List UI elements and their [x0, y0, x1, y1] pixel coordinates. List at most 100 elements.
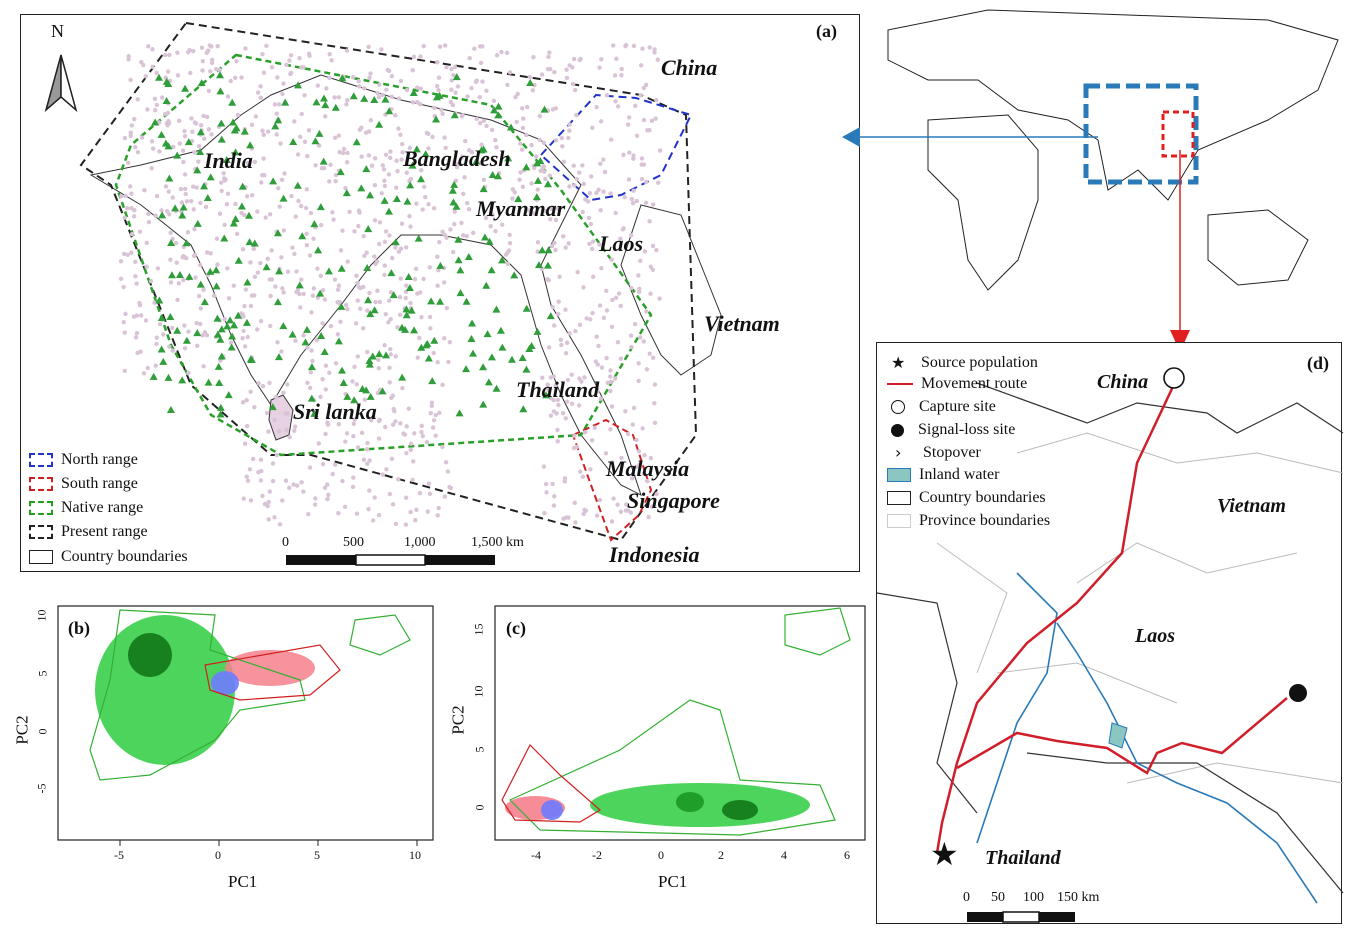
- present-point: [244, 397, 249, 403]
- present-point: [389, 73, 395, 79]
- present-point: [344, 48, 350, 53]
- native-point: [468, 319, 477, 327]
- present-point: [380, 92, 385, 98]
- present-point: [248, 303, 254, 309]
- present-point: [177, 141, 182, 146]
- c-xtick-2: -2: [592, 848, 602, 862]
- label-bangladesh: Bangladesh: [403, 146, 511, 171]
- legend-country-boundaries-d: Country boundaries: [887, 489, 1046, 507]
- native-point: [279, 194, 288, 202]
- present-point: [382, 178, 387, 183]
- present-point: [533, 154, 539, 159]
- native-point: [224, 391, 233, 399]
- panel-c-label: (c): [506, 618, 526, 638]
- present-point: [305, 154, 310, 159]
- present-point: [594, 190, 599, 196]
- native-point: [389, 291, 398, 299]
- native-point: [295, 281, 304, 289]
- present-point: [296, 198, 301, 204]
- native-point: [472, 157, 481, 165]
- native-point: [424, 354, 433, 362]
- present-point: [639, 156, 645, 161]
- present-point: [125, 252, 130, 258]
- present-point: [198, 262, 203, 268]
- native-point: [482, 281, 491, 289]
- present-point: [564, 67, 569, 72]
- present-point: [404, 170, 410, 176]
- present-point: [437, 44, 443, 49]
- native-point: [229, 118, 238, 126]
- native-point: [273, 298, 282, 306]
- present-point: [179, 200, 185, 205]
- present-point: [292, 251, 297, 257]
- present-point: [209, 44, 214, 49]
- present-point: [474, 78, 479, 83]
- present-point: [452, 159, 457, 165]
- present-point: [221, 171, 226, 176]
- present-point: [141, 371, 147, 376]
- present-point: [288, 70, 294, 76]
- present-point: [270, 461, 276, 466]
- present-point: [539, 72, 545, 77]
- present-point: [531, 55, 536, 60]
- panel-a-map: N (a) China India Bangladesh Myanmar Lao…: [20, 14, 860, 572]
- present-point: [448, 227, 453, 232]
- present-point: [355, 280, 360, 286]
- native-point: [448, 186, 457, 194]
- present-point: [418, 54, 423, 59]
- present-point: [244, 194, 250, 199]
- mekong-river: [976, 572, 1318, 904]
- present-point: [465, 94, 470, 99]
- present-point: [421, 276, 426, 282]
- present-point: [208, 251, 213, 256]
- native-point: [200, 182, 209, 190]
- present-point: [573, 328, 578, 334]
- present-point: [192, 150, 197, 155]
- present-point: [563, 245, 568, 250]
- route-line-icon: [887, 383, 913, 385]
- inset-red-box: [1161, 110, 1195, 158]
- native-point: [173, 326, 182, 334]
- present-point: [611, 496, 616, 501]
- legend-country-label: Country boundaries: [61, 548, 188, 565]
- present-point: [265, 503, 271, 509]
- present-point: [440, 111, 445, 117]
- present-point: [118, 276, 124, 282]
- present-point: [332, 135, 338, 141]
- present-point: [336, 133, 342, 138]
- native-point: [234, 256, 243, 264]
- present-point: [625, 122, 631, 127]
- present-point: [192, 120, 198, 125]
- present-point: [477, 44, 483, 49]
- present-point: [644, 309, 649, 314]
- present-point: [562, 476, 568, 481]
- legend-source-label: Source population: [921, 353, 1038, 371]
- present-point: [546, 387, 551, 393]
- b-ytick-2: 5: [35, 670, 50, 677]
- present-point: [576, 170, 582, 175]
- present-point: [196, 143, 202, 149]
- present-point: [312, 502, 318, 507]
- present-point: [641, 117, 647, 123]
- present-point: [365, 447, 370, 452]
- present-point: [186, 329, 191, 334]
- present-point: [149, 166, 154, 171]
- present-point: [304, 187, 309, 192]
- present-point: [564, 340, 570, 345]
- present-point: [636, 273, 641, 278]
- present-point: [565, 377, 571, 383]
- present-point: [649, 504, 655, 509]
- present-point: [126, 53, 131, 59]
- native-point: [532, 193, 541, 201]
- native-point: [294, 81, 303, 89]
- present-point: [597, 303, 603, 308]
- present-point: [240, 336, 245, 341]
- native-point: [494, 102, 503, 110]
- present-point: [352, 364, 357, 370]
- label-thailand-d: Thailand: [985, 847, 1061, 869]
- present-point: [366, 153, 372, 158]
- present-point: [150, 47, 155, 52]
- present-point: [426, 481, 432, 486]
- present-point: [361, 284, 366, 290]
- present-point: [610, 297, 615, 303]
